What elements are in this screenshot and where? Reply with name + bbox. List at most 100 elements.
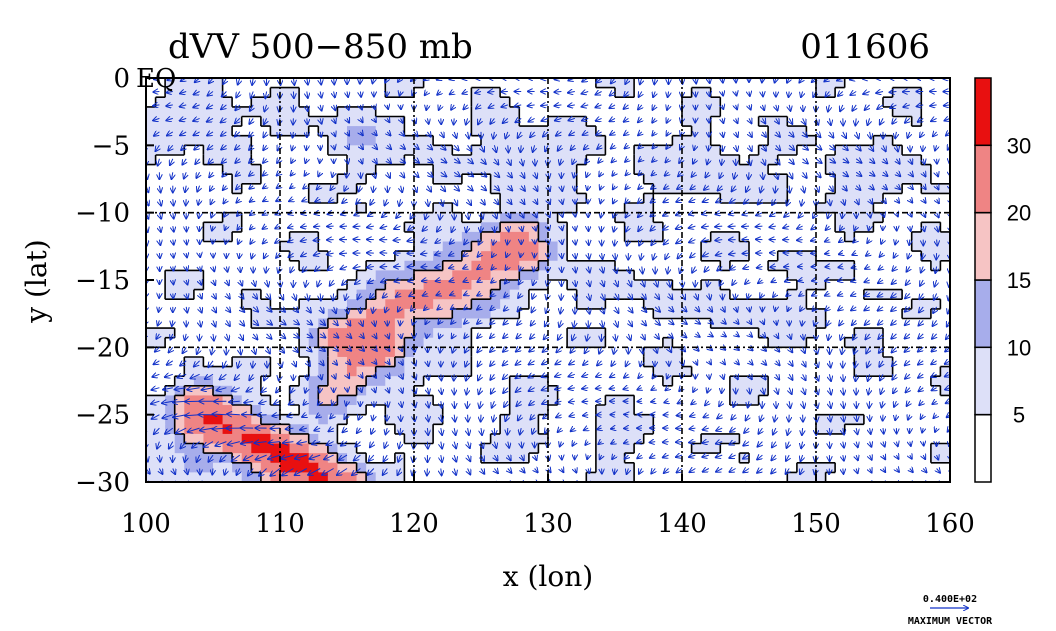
field-cell xyxy=(557,145,568,156)
wind-vector xyxy=(568,118,575,120)
wind-vector xyxy=(652,132,655,136)
wind-vector xyxy=(181,145,186,150)
field-cell xyxy=(749,174,760,185)
field-cell xyxy=(289,126,300,137)
field-cell xyxy=(366,337,377,348)
field-cell xyxy=(863,212,875,223)
field-cell xyxy=(643,299,654,310)
wind-vector xyxy=(625,186,628,190)
wind-vector xyxy=(347,132,349,136)
field-cell xyxy=(481,97,492,108)
field-cell xyxy=(385,318,396,329)
field-cell xyxy=(414,366,425,377)
wind-vector xyxy=(263,132,266,137)
wind-vector xyxy=(803,118,806,124)
field-cell xyxy=(203,145,214,156)
field-cell xyxy=(940,443,950,454)
field-cell xyxy=(777,260,788,271)
field-cell xyxy=(787,289,798,300)
field-cell xyxy=(241,145,252,156)
field-cell xyxy=(538,385,549,397)
field-cell xyxy=(739,318,750,329)
wind-vector xyxy=(722,145,723,151)
field-cell xyxy=(404,270,415,281)
field-cell xyxy=(385,366,396,377)
field-cell xyxy=(567,126,578,137)
wind-vector xyxy=(937,172,939,176)
field-cell xyxy=(452,299,463,310)
field-cell xyxy=(423,318,434,329)
field-cell xyxy=(471,154,482,166)
field-cell xyxy=(251,472,262,482)
field-cell xyxy=(567,203,578,214)
field-cell xyxy=(538,260,549,271)
field-cell xyxy=(710,299,721,310)
field-cell xyxy=(232,462,243,473)
field-cell xyxy=(595,472,607,482)
wind-vector xyxy=(200,253,201,257)
field-cell xyxy=(232,212,243,223)
field-cell xyxy=(394,289,406,300)
field-cell xyxy=(232,366,243,377)
wind-vector xyxy=(225,226,227,230)
wind-vector xyxy=(173,294,174,299)
field-cell xyxy=(193,376,205,387)
field-cell xyxy=(433,222,444,233)
field-cell xyxy=(500,251,511,262)
wind-vector xyxy=(494,172,499,177)
field-cell xyxy=(433,174,444,185)
field-cell xyxy=(327,145,339,156)
field-cell xyxy=(193,414,205,425)
wind-vector xyxy=(481,159,486,164)
wind-vector xyxy=(653,105,656,110)
wind-vector xyxy=(585,159,588,164)
field-cell xyxy=(289,395,300,406)
field-cell xyxy=(414,347,425,358)
field-cell xyxy=(461,318,473,329)
field-cell xyxy=(356,462,367,473)
field-cell xyxy=(347,366,358,377)
field-cell xyxy=(260,414,272,425)
field-cell xyxy=(844,222,855,233)
field-cell xyxy=(213,222,224,233)
wind-vector xyxy=(639,92,642,97)
wind-vector xyxy=(370,199,374,205)
field-cell xyxy=(863,193,875,204)
field-cell xyxy=(241,433,252,445)
y-axis: 0−5−10−15−20−25−30 xyxy=(75,64,154,498)
field-cell xyxy=(787,308,798,320)
field-cell xyxy=(710,433,721,445)
field-cell xyxy=(548,270,559,281)
wind-vector xyxy=(521,213,523,218)
field-cell xyxy=(538,126,549,137)
plot-area: 100 110 120 130 140 150 160 0−5−10−15−20−25−30… xyxy=(75,64,975,539)
field-cell xyxy=(452,251,463,262)
field-cell xyxy=(414,433,425,445)
wind-vector xyxy=(734,172,736,178)
wind-vector xyxy=(494,186,499,191)
wind-vector xyxy=(185,185,186,192)
wind-vector xyxy=(692,172,696,177)
wind-vector xyxy=(427,159,432,163)
field-cell xyxy=(232,145,243,156)
field-cell xyxy=(940,376,950,387)
field-cell xyxy=(251,174,262,185)
field-cell xyxy=(251,414,262,425)
field-cell xyxy=(318,337,329,348)
field-cell xyxy=(902,106,913,118)
field-cell xyxy=(404,87,415,98)
wind-vector xyxy=(320,159,321,163)
wind-vector xyxy=(401,145,405,149)
field-cell xyxy=(548,251,559,262)
wind-vector xyxy=(829,159,835,163)
field-cell xyxy=(184,472,195,482)
wind-vector xyxy=(333,293,334,301)
field-cell xyxy=(701,164,712,175)
field-cell xyxy=(595,462,607,473)
field-cell xyxy=(174,280,185,291)
wind-vector xyxy=(870,131,871,139)
wind-vector xyxy=(508,199,512,204)
wind-vector xyxy=(387,118,389,122)
field-cell xyxy=(749,164,760,175)
field-cell xyxy=(347,145,358,156)
